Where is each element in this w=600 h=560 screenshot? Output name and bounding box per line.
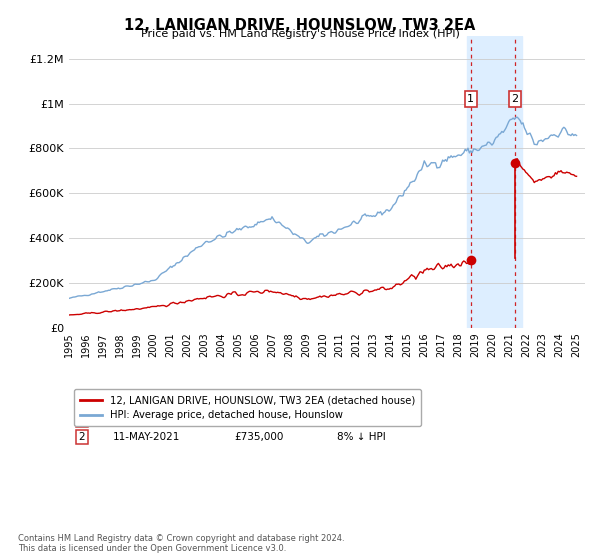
Text: 21-SEP-2018: 21-SEP-2018 <box>113 414 179 424</box>
Legend: 12, LANIGAN DRIVE, HOUNSLOW, TW3 2EA (detached house), HPI: Average price, detac: 12, LANIGAN DRIVE, HOUNSLOW, TW3 2EA (de… <box>74 389 421 426</box>
Text: 2: 2 <box>79 432 85 442</box>
Text: 12, LANIGAN DRIVE, HOUNSLOW, TW3 2EA: 12, LANIGAN DRIVE, HOUNSLOW, TW3 2EA <box>124 18 476 33</box>
Text: £735,000: £735,000 <box>234 432 283 442</box>
Text: Contains HM Land Registry data © Crown copyright and database right 2024.
This d: Contains HM Land Registry data © Crown c… <box>18 534 344 553</box>
Text: 59% ↓ HPI: 59% ↓ HPI <box>337 414 392 424</box>
Text: £300,000: £300,000 <box>234 414 283 424</box>
Text: 8% ↓ HPI: 8% ↓ HPI <box>337 432 386 442</box>
Text: 11-MAY-2021: 11-MAY-2021 <box>113 432 180 442</box>
Text: 1: 1 <box>467 94 475 104</box>
Text: 1: 1 <box>79 414 85 424</box>
Bar <box>467 36 521 328</box>
Text: Price paid vs. HM Land Registry's House Price Index (HPI): Price paid vs. HM Land Registry's House … <box>140 29 460 39</box>
Text: 2: 2 <box>512 94 518 104</box>
